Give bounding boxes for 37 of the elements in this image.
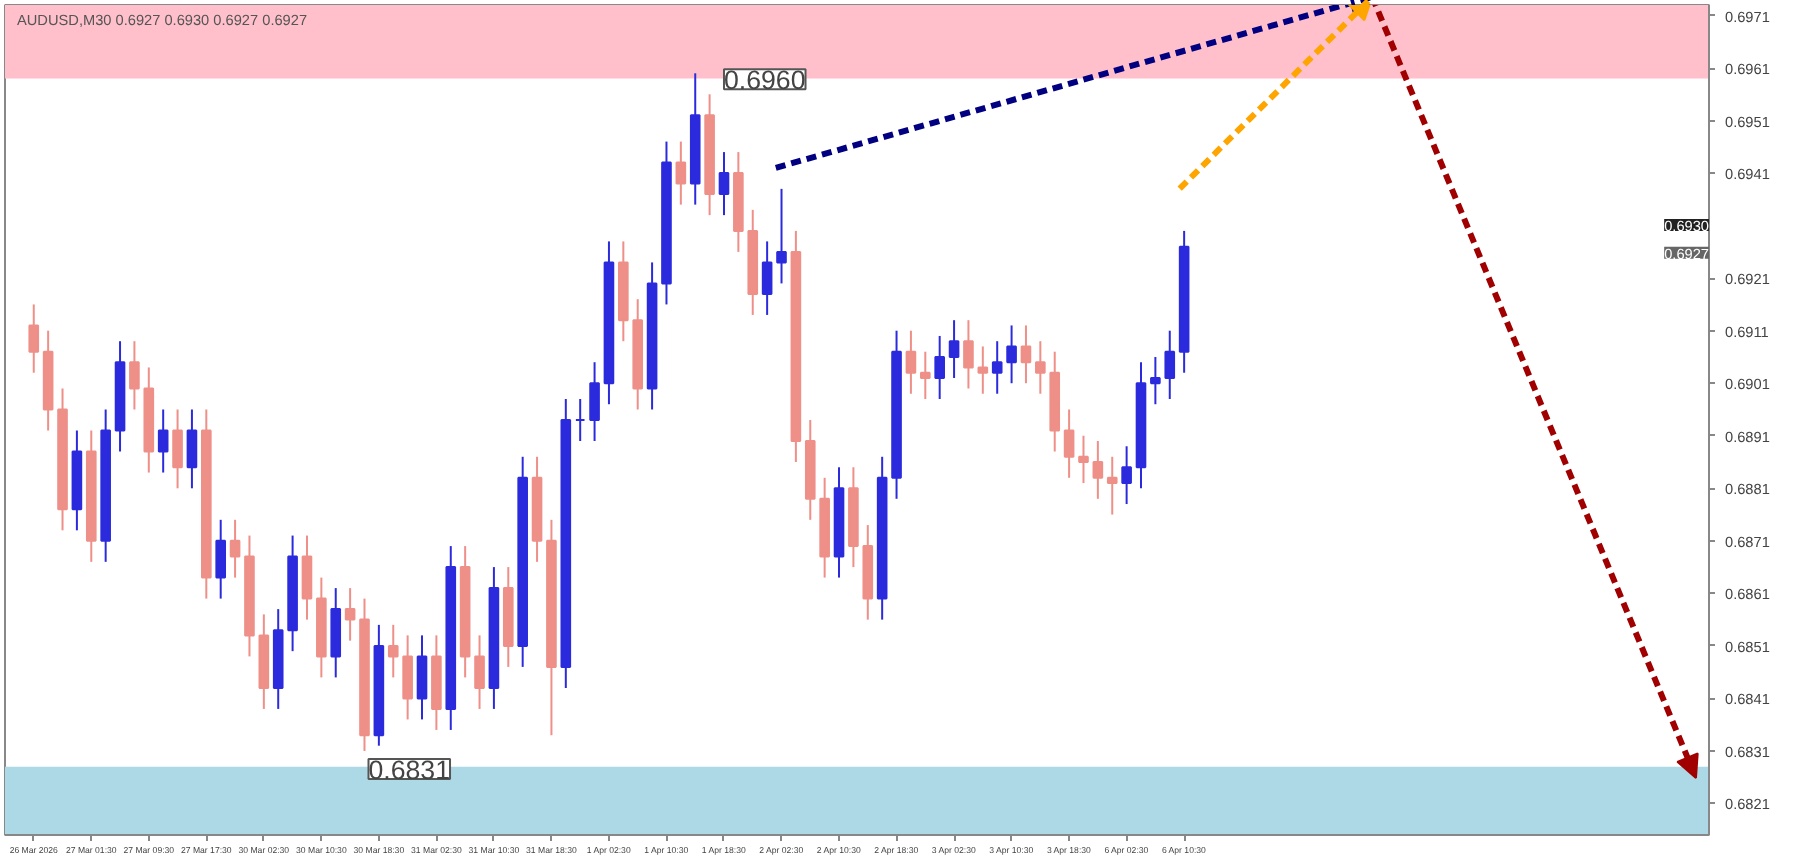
candlestick — [157, 408, 169, 474]
candlestick — [474, 634, 485, 710]
candlestick — [186, 408, 198, 490]
candlestick — [761, 240, 773, 316]
candlestick — [963, 319, 974, 390]
candlestick — [991, 340, 1003, 395]
candlestick — [1020, 324, 1032, 385]
candlestick — [1106, 455, 1118, 516]
candlestick — [172, 408, 183, 490]
candlestick — [905, 329, 917, 395]
candlestick — [977, 345, 989, 395]
candlestick — [675, 140, 687, 206]
candlestick — [215, 518, 227, 600]
candlestick — [301, 534, 313, 621]
candlestick — [344, 587, 356, 642]
candlestick — [718, 151, 730, 217]
candlestick — [776, 187, 787, 285]
annotation: 0.6960 — [723, 65, 806, 96]
candlestick — [919, 350, 931, 400]
candlestick — [387, 623, 399, 679]
candlestick — [948, 319, 960, 379]
candlestick — [229, 518, 241, 579]
candlestick — [589, 361, 600, 443]
candlestick — [1150, 355, 1161, 406]
candlestick — [1063, 408, 1075, 479]
candlestick — [1078, 434, 1089, 485]
candlestick — [1121, 445, 1132, 506]
candlestick — [402, 634, 413, 721]
annotation: 0.6831 — [368, 754, 451, 785]
candlestick — [934, 334, 945, 400]
candlestick — [416, 634, 428, 721]
candlestick — [330, 587, 342, 679]
candlestick — [1006, 324, 1017, 385]
candlestick — [1092, 440, 1104, 500]
candlestick — [1035, 340, 1046, 395]
candlestick — [1164, 329, 1176, 400]
candlestick — [28, 303, 40, 374]
